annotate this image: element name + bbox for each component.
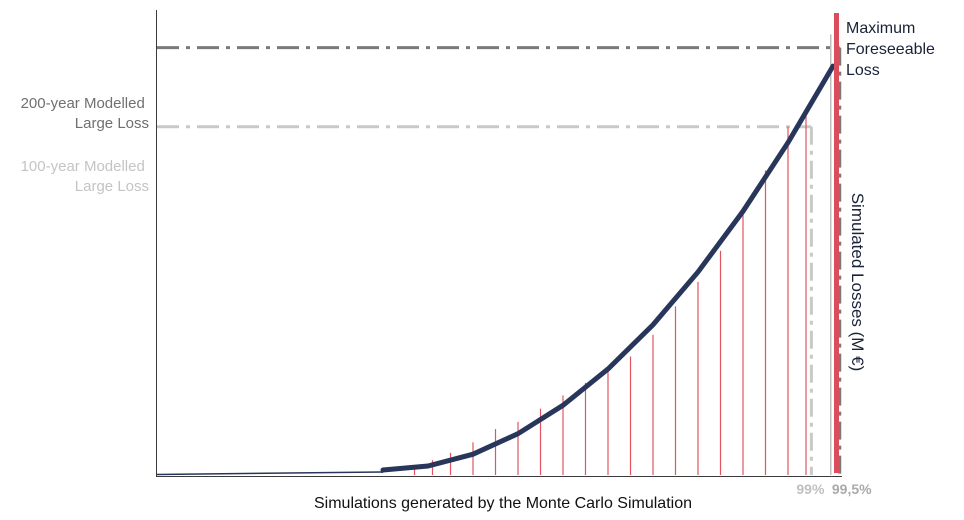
max-loss-label-line2: Foreseeable <box>846 41 935 58</box>
ref-label-100-line1: 100-year Modelled <box>21 158 145 175</box>
max-foreseeable-loss-bar <box>834 13 839 473</box>
y-axis-label: Simulated Losses (M €) <box>848 193 867 372</box>
x-axis-label: Simulations generated by the Monte Carlo… <box>314 495 692 512</box>
ref-label-200-year: 200-year Modelled Large Loss <box>21 95 149 132</box>
ref-label-200-line1: 200-year Modelled <box>21 95 145 112</box>
loss-curve-tail <box>156 471 384 476</box>
percentile-99-5-label: 99,5% <box>832 481 872 497</box>
percentile-99-label: 99% <box>796 481 825 497</box>
simulation-bars <box>413 112 807 475</box>
ref-label-200-line2: Large Loss <box>75 115 149 132</box>
loss-curve <box>380 63 836 473</box>
max-loss-label: Maximum Foreseeable Loss <box>846 20 939 79</box>
ref-label-100-year: 100-year Modelled Large Loss <box>21 158 149 195</box>
max-loss-label-line3: Loss <box>846 62 880 79</box>
ref-label-100-line2: Large Loss <box>75 178 149 195</box>
max-loss-label-line1: Maximum <box>846 20 915 37</box>
